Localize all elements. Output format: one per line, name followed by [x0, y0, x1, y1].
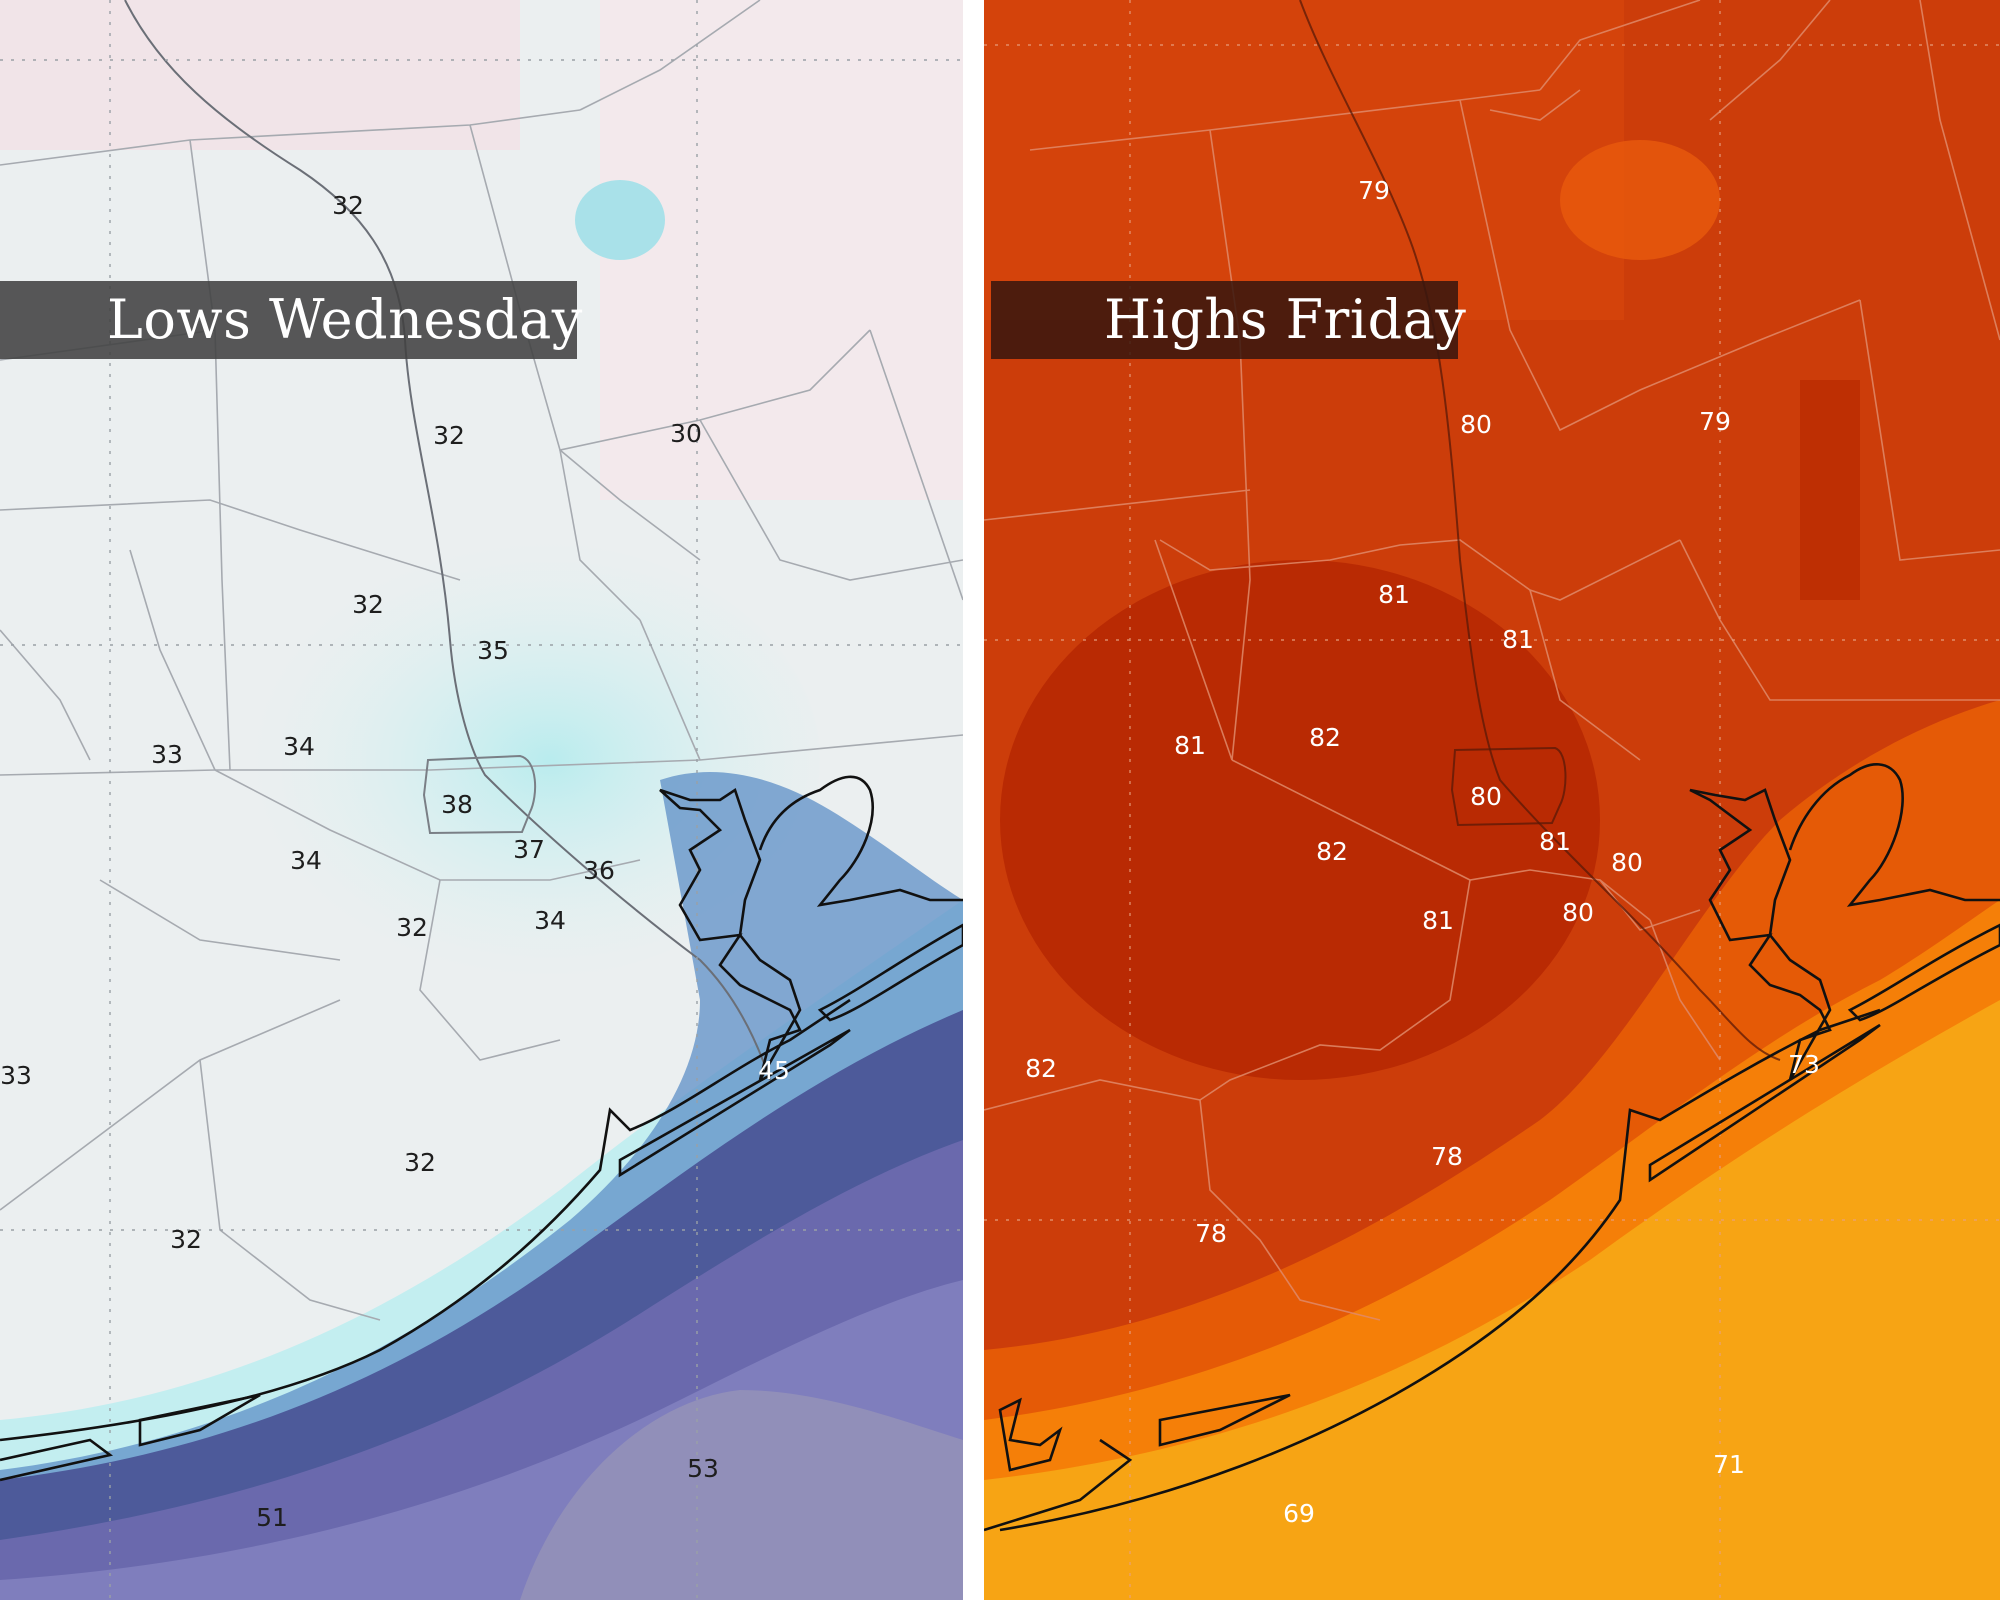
- temperature-reading: 80: [1611, 848, 1643, 877]
- downtown-loop: [422, 754, 537, 835]
- temperature-reading: 33: [151, 740, 183, 769]
- lows-temperature-readings: 32 32 30 32 35 33 34 38 37 36 34 32 34 33 45 32 32 51 53: [0, 191, 790, 1532]
- warm-tint-east: [600, 0, 963, 500]
- temperature-reading: 71: [1713, 1450, 1745, 1479]
- temperature-reading: 80: [1460, 410, 1492, 439]
- temperature-reading: 34: [283, 732, 315, 761]
- temperature-reading: 30: [670, 419, 702, 448]
- temperature-reading: 34: [534, 906, 566, 935]
- temperature-reading: 35: [477, 636, 509, 665]
- temperature-reading: 32: [433, 421, 465, 450]
- panel-divider: [963, 0, 984, 1600]
- temperature-reading: 80: [1470, 782, 1502, 811]
- temperature-reading: 79: [1358, 176, 1390, 205]
- temperature-reading: 81: [1539, 827, 1571, 856]
- highs-temperature-readings: 79 80 79 81 81 81 82 80 81 80 82 81 80 82 73 78 78 69 71: [1025, 176, 1820, 1528]
- northern-shade: [984, 0, 1624, 320]
- coastline: [0, 775, 963, 1482]
- temperature-reading: 82: [1309, 723, 1341, 752]
- highways: [1299, 0, 1781, 1061]
- lows-map-canvas: 32 32 30 32 35 33 34 38 37 36 34 32 34 33 45 32 32 51 53: [0, 0, 963, 1600]
- temperature-reading: 81: [1174, 731, 1206, 760]
- temperature-reading: 82: [1316, 837, 1348, 866]
- temperature-reading: 81: [1422, 906, 1454, 935]
- temperature-reading: 38: [441, 790, 473, 819]
- temperature-reading: 33: [0, 1061, 32, 1090]
- highs-map-canvas: 79 80 79 81 81 81 82 80 81 80 82 81 80 82 73 78 78 69 71: [984, 0, 2000, 1600]
- temperature-reading: 32: [404, 1148, 436, 1177]
- gulf-waters: [984, 1000, 2000, 1600]
- temperature-reading: 80: [1562, 898, 1594, 927]
- temperature-reading: 32: [352, 590, 384, 619]
- temperature-reading: 73: [1788, 1050, 1820, 1079]
- highs-friday-map: 79 80 79 81 81 81 82 80 81 80 82 81 80 82 73 78 78 69 71 H…: [984, 0, 2000, 1600]
- lows-wednesday-map: 32 32 30 32 35 33 34 38 37 36 34 32 34 33 45 32 32 51 53 L…: [0, 0, 963, 1600]
- temperature-reading: 34: [290, 846, 322, 875]
- cold-spot: [575, 180, 665, 260]
- cold-pool: [220, 540, 820, 980]
- temperature-reading: 78: [1195, 1219, 1227, 1248]
- downtown-loop: [1450, 746, 1567, 827]
- temperature-reading: 82: [1025, 1054, 1057, 1083]
- temperature-reading: 51: [256, 1503, 288, 1532]
- temperature-reading: 79: [1699, 407, 1731, 436]
- temperature-reading: 81: [1378, 580, 1410, 609]
- warm-patch-north: [1560, 140, 1720, 260]
- lat-long-grid: [0, 0, 963, 1600]
- gulf-warm-patch: [520, 1390, 963, 1600]
- temperature-reading: 32: [332, 191, 364, 220]
- panel-title-lows: Lows Wednesday: [0, 281, 582, 359]
- temperature-reading: 78: [1431, 1142, 1463, 1171]
- highways: [124, 0, 771, 1081]
- county-lines: [0, 0, 963, 1321]
- hot-core: [1000, 560, 1600, 1080]
- temperature-reading: 53: [687, 1454, 719, 1483]
- panel-title-highs: Highs Friday: [991, 281, 1466, 359]
- lat-long-grid: [984, 0, 2000, 1600]
- temperature-reading: 69: [1283, 1499, 1315, 1528]
- temperature-reading: 36: [583, 856, 615, 885]
- temperature-reading: 81: [1502, 625, 1534, 654]
- coastline: [984, 763, 2000, 1532]
- temperature-reading: 37: [513, 835, 545, 864]
- hot-streak: [1800, 380, 1860, 600]
- temperature-reading: 32: [396, 913, 428, 942]
- temperature-reading: 32: [170, 1225, 202, 1254]
- warm-tint-north: [0, 0, 520, 150]
- county-lines: [984, 0, 2000, 1321]
- temperature-reading: 45: [758, 1056, 790, 1085]
